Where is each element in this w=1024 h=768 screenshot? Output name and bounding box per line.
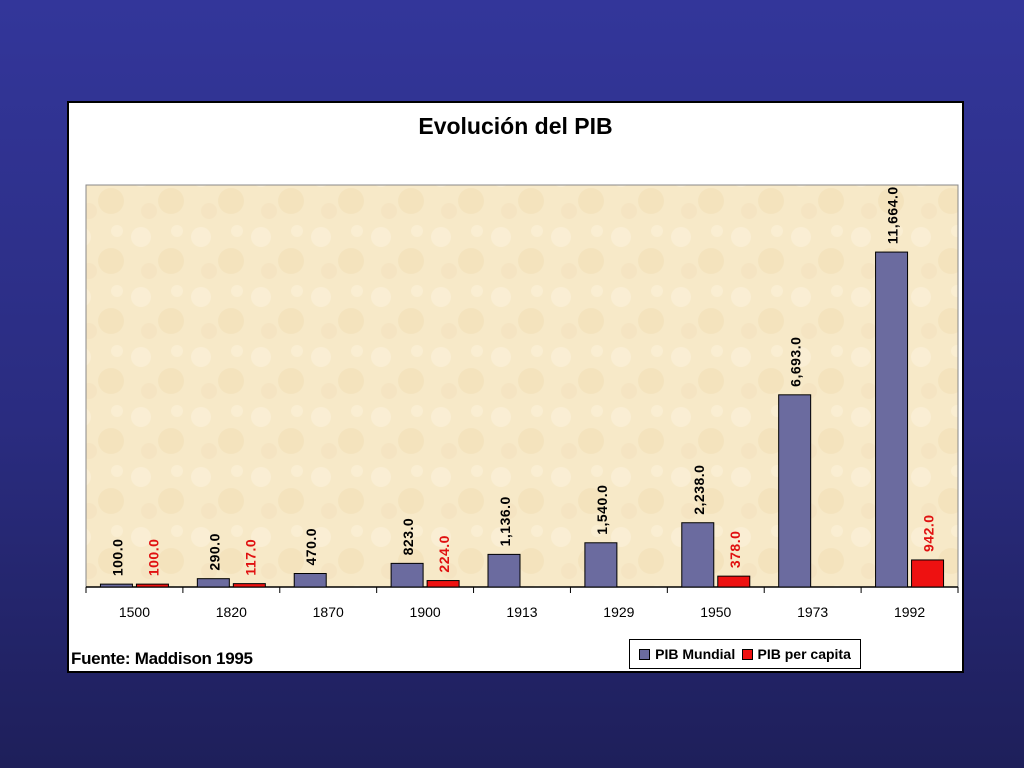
bar-pib-mundial	[778, 394, 812, 588]
x-tick-label: 1900	[410, 604, 441, 620]
x-tick-label: 1929	[603, 604, 634, 620]
legend-label-pib-per-capita: PIB per capita	[757, 646, 851, 662]
chart-frame: Evolución del PIB 1500 100.0 100.0 1820 290.…	[67, 101, 964, 673]
data-label: 11,664.0	[885, 186, 901, 244]
data-label: 2,238.0	[691, 465, 707, 515]
data-label: 942.0	[921, 514, 937, 552]
bar-pib-mundial	[390, 562, 424, 588]
bar-pib-per-capita	[135, 583, 169, 588]
data-label: 1,136.0	[497, 496, 513, 546]
data-label: 100.0	[109, 539, 125, 577]
data-label: 470.0	[303, 528, 319, 566]
x-tick-label: 1820	[216, 604, 247, 620]
data-label: 6,693.0	[788, 337, 804, 387]
legend-swatch-pib-mundial	[639, 648, 651, 660]
data-label: 100.0	[145, 539, 161, 577]
x-tick-label: 1500	[119, 604, 150, 620]
bar-pib-mundial	[875, 251, 909, 588]
plot-area	[85, 184, 959, 588]
x-tick-label: 1870	[313, 604, 344, 620]
bar-pib-mundial	[487, 553, 521, 588]
legend-item-pib-mundial: PIB Mundial	[639, 646, 735, 662]
source-note: Fuente: Maddison 1995	[71, 649, 253, 668]
bar-pib-per-capita	[426, 580, 460, 588]
bar-pib-mundial	[196, 578, 230, 588]
legend-swatch-pib-per-capita	[741, 648, 753, 660]
bar-pib-mundial	[681, 522, 715, 588]
x-tick-label: 1973	[797, 604, 828, 620]
bar-pib-mundial	[293, 573, 327, 588]
data-label: 117.0	[242, 539, 258, 576]
data-label: 378.0	[727, 531, 743, 569]
data-label: 823.0	[400, 518, 416, 556]
x-tick-label: 1992	[894, 604, 925, 620]
data-label: 1,540.0	[594, 485, 610, 535]
legend-label-pib-mundial: PIB Mundial	[655, 646, 736, 662]
chart-svg: 1500 100.0 100.0 1820 290.0 117.0 1870 470.0 190…	[85, 184, 959, 620]
legend-item-pib-per-capita: PIB per capita	[741, 646, 851, 662]
chart-title: Evolución del PIB	[418, 113, 613, 139]
data-label: 290.0	[206, 533, 222, 571]
data-label: 224.0	[436, 535, 452, 573]
x-tick-label: 1913	[506, 604, 537, 620]
bar-pib-per-capita	[717, 575, 751, 588]
bar-pib-per-capita	[911, 559, 945, 588]
x-tick-label: 1950	[700, 604, 731, 620]
bar-pib-mundial	[584, 542, 618, 588]
legend: PIB Mundial PIB per capita	[629, 639, 861, 669]
bar-pib-per-capita	[232, 583, 266, 588]
bar-pib-mundial	[99, 583, 133, 588]
